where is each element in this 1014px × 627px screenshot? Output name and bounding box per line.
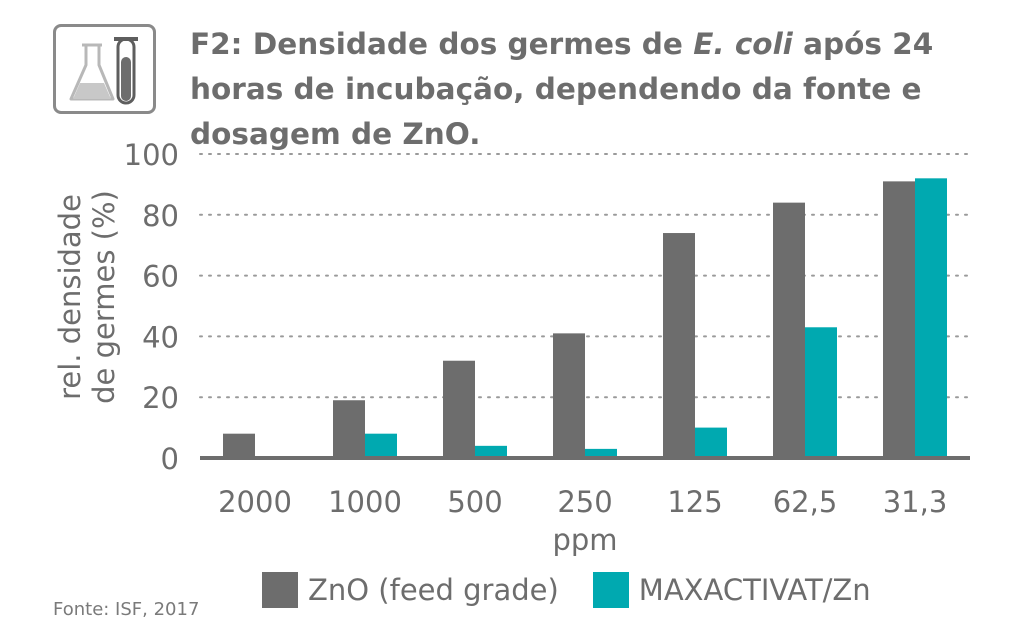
x-tick-label-500: 500 xyxy=(447,485,502,519)
y-axis-label-line-2: de germes (%) xyxy=(87,190,121,404)
y-tick-label-60: 60 xyxy=(142,260,179,294)
bar-maxactivat-31-3 xyxy=(915,178,947,458)
bar-zno-125 xyxy=(663,233,695,458)
chart-legend: ZnO (feed grade) MAXACTIVAT/Zn xyxy=(262,572,905,608)
bar-zno-2000 xyxy=(223,433,255,458)
y-axis-label-line-1: rel. densidade xyxy=(53,194,87,400)
legend-label-zno: ZnO (feed grade) xyxy=(308,573,559,607)
x-tick-label-250: 250 xyxy=(557,485,612,519)
legend-item-maxactivat: MAXACTIVAT/Zn xyxy=(592,572,871,608)
x-tick-label-62-5: 62,5 xyxy=(773,485,838,519)
bar-zno-1000 xyxy=(333,400,365,458)
legend-swatch-maxactivat xyxy=(592,572,629,608)
bar-zno-31-3 xyxy=(883,181,915,459)
bar-maxactivat-62-5 xyxy=(805,327,837,458)
bar-zno-500 xyxy=(443,360,475,458)
title-italic: E. coli xyxy=(693,27,793,61)
legend-item-zno: ZnO (feed grade) xyxy=(262,572,559,608)
bar-maxactivat-1000 xyxy=(365,433,397,458)
y-tick-label-0: 0 xyxy=(161,442,179,476)
y-tick-label-40: 40 xyxy=(142,320,179,354)
y-tick-label-100: 100 xyxy=(124,138,179,172)
y-tick-label-20: 20 xyxy=(142,381,179,415)
title-part2: após 24 horas de incubação, dependendo d… xyxy=(190,27,934,151)
bar-zno-62-5 xyxy=(773,202,805,458)
source-note: Fonte: ISF, 2017 xyxy=(53,599,200,620)
bar-maxactivat-500 xyxy=(475,445,507,458)
x-tick-label-125: 125 xyxy=(667,485,722,519)
chart-title: F2: Densidade dos germes de E. coli após… xyxy=(190,22,1000,157)
bar-maxactivat-125 xyxy=(695,427,727,458)
legend-label-maxactivat: MAXACTIVAT/Zn xyxy=(638,573,871,607)
x-axis-label: ppm xyxy=(552,523,617,557)
bar-maxactivat-250 xyxy=(585,448,617,458)
bar-zno-250 xyxy=(553,333,585,458)
legend-swatch-zno xyxy=(262,572,298,608)
x-tick-label-2000: 2000 xyxy=(218,485,292,519)
lab-flask-test-tube-icon xyxy=(53,24,156,114)
y-tick-label-80: 80 xyxy=(142,199,179,233)
x-tick-label-31-3: 31,3 xyxy=(883,485,948,519)
title-part1: F2: Densidade dos germes de xyxy=(190,27,694,61)
x-tick-label-1000: 1000 xyxy=(328,485,402,519)
